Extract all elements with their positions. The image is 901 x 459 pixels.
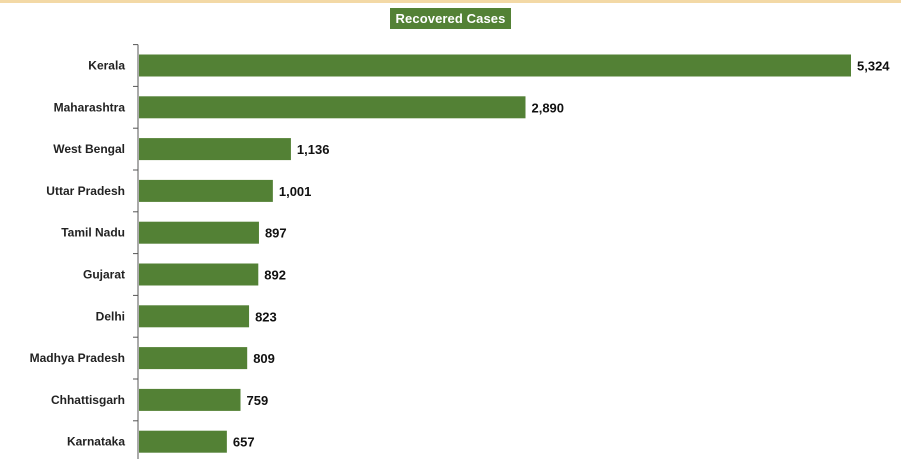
- bar: [139, 347, 248, 370]
- data-label: 657: [233, 435, 255, 450]
- bar: [139, 138, 291, 161]
- bar: [139, 305, 250, 328]
- data-label: 1,136: [297, 142, 330, 157]
- bar: [139, 388, 241, 411]
- data-label: 1,001: [279, 184, 312, 199]
- bar: [139, 221, 259, 244]
- data-label: 892: [264, 268, 286, 283]
- bar: [139, 430, 227, 453]
- data-label: 759: [247, 393, 269, 408]
- bar: [139, 263, 259, 286]
- category-tick-label: Karnataka: [67, 435, 125, 449]
- category-tick-label: Maharashtra: [54, 100, 126, 114]
- data-label: 823: [255, 309, 277, 324]
- chart-title: Recovered Cases: [389, 8, 512, 29]
- data-label: 2,890: [531, 100, 564, 115]
- category-tick-label: Madhya Pradesh: [30, 351, 125, 365]
- bar: [139, 96, 526, 119]
- category-tick-label: West Bengal: [53, 142, 125, 156]
- plot-area: Kerala 5,324 Maharashtra 2,890 West Bengal 1,…: [30, 44, 890, 459]
- category-tick-label: Kerala: [88, 59, 125, 73]
- category-tick-label: Chhattisgarh: [51, 393, 125, 407]
- chart-title-container: Recovered Cases: [0, 8, 901, 29]
- category-tick-label: Tamil Nadu: [61, 226, 125, 240]
- data-label: 5,324: [857, 59, 890, 74]
- category-tick-label: Uttar Pradesh: [46, 184, 125, 198]
- category-tick-label: Gujarat: [83, 268, 125, 282]
- data-label: 809: [253, 351, 275, 366]
- bar: [139, 179, 273, 202]
- data-label: 897: [265, 226, 287, 241]
- category-tick-label: Delhi: [96, 309, 125, 323]
- top-accent-rule: [0, 0, 901, 3]
- bar: [139, 54, 851, 77]
